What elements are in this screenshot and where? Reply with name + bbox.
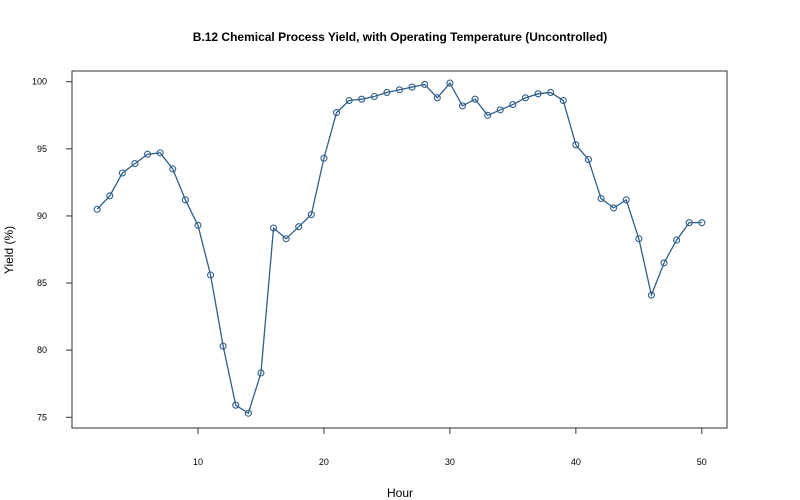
- data-point: [106, 192, 114, 200]
- x-axis: 10 20 30 40 50: [193, 428, 707, 467]
- data-point: [358, 95, 366, 103]
- data-point: [534, 90, 542, 98]
- y-axis-label: Yield (%): [2, 226, 16, 274]
- data-point: [496, 106, 504, 114]
- data-point: [647, 291, 655, 299]
- data-point: [521, 94, 530, 102]
- data-point: [282, 235, 290, 243]
- data-point: [332, 109, 341, 117]
- data-point: [471, 95, 479, 103]
- data-point: [307, 211, 315, 219]
- x-tick-label: 40: [571, 457, 581, 467]
- data-point: [194, 221, 202, 229]
- x-tick-label: 50: [697, 457, 707, 467]
- data-point: [131, 160, 139, 168]
- data-point: [421, 80, 429, 88]
- data-point: [269, 224, 278, 232]
- y-tick-label: 85: [37, 278, 47, 288]
- data-point: [484, 111, 492, 119]
- y-tick-label: 90: [37, 211, 47, 221]
- data-point: [345, 96, 353, 105]
- data-point: [295, 223, 303, 231]
- data-point: [433, 94, 441, 102]
- y-tick-label: 80: [37, 345, 47, 355]
- data-point: [547, 88, 555, 97]
- data-point: [118, 169, 126, 177]
- x-tick-label: 10: [193, 457, 203, 467]
- data-point: [93, 205, 101, 213]
- data-point: [509, 101, 517, 109]
- data-point: [144, 150, 152, 158]
- data-point: [320, 154, 328, 162]
- data-point: [559, 96, 567, 105]
- data-point: [597, 194, 605, 203]
- data-point: [244, 409, 252, 417]
- data-point: [698, 219, 706, 227]
- x-tick-label: 30: [445, 457, 455, 467]
- y-tick-label: 100: [32, 77, 47, 87]
- data-point: [446, 79, 454, 87]
- data-point: [156, 149, 164, 157]
- data-point: [395, 86, 404, 94]
- y-tick-label: 95: [37, 144, 47, 154]
- y-tick-label: 75: [37, 412, 47, 422]
- data-point: [257, 369, 265, 377]
- data-point: [610, 204, 618, 212]
- data-point: [207, 271, 215, 279]
- plot-frame: [71, 70, 728, 429]
- data-point: [622, 196, 630, 204]
- yield-series-line: [96, 81, 702, 415]
- data-point: [219, 342, 227, 350]
- data-point: [584, 156, 592, 164]
- x-axis-label: Hour: [387, 486, 413, 500]
- data-point: [660, 259, 668, 267]
- data-point: [383, 88, 391, 97]
- data-point: [673, 236, 681, 244]
- data-point: [370, 92, 378, 101]
- data-point: [635, 235, 643, 243]
- data-point: [572, 141, 580, 149]
- data-points: [93, 79, 706, 417]
- data-point: [458, 102, 467, 110]
- y-axis: 75 80 85 90 95 100: [32, 77, 72, 422]
- data-point: [181, 196, 189, 204]
- chart-title: B.12 Chemical Process Yield, with Operat…: [193, 30, 608, 44]
- data-point: [408, 83, 416, 91]
- data-point: [169, 165, 177, 173]
- data-point: [685, 219, 693, 227]
- data-point: [232, 401, 240, 409]
- x-tick-label: 20: [319, 457, 329, 467]
